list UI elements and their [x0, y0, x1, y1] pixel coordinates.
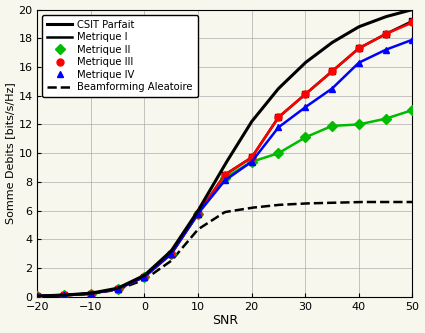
Metrique I	[36, 294, 41, 298]
Metrique I	[383, 32, 388, 36]
Metrique IV	[196, 211, 201, 215]
Y-axis label: Somme Debits [bits/s/Hz]: Somme Debits [bits/s/Hz]	[6, 82, 16, 224]
Metrique IV	[276, 125, 281, 129]
Metrique II	[115, 287, 120, 291]
Beamforming Aleatoire	[257, 205, 262, 209]
Metrique I	[169, 252, 174, 256]
Beamforming Aleatoire	[35, 294, 40, 298]
CSIT Parfait	[264, 101, 269, 105]
Metrique III	[35, 294, 40, 298]
Metrique II	[88, 292, 94, 296]
Metrique I	[410, 19, 415, 23]
Metrique I	[222, 173, 227, 177]
Metrique I	[276, 115, 281, 119]
Beamforming Aleatoire	[36, 294, 41, 298]
Metrique III	[249, 156, 254, 160]
Metrique IV	[410, 38, 415, 42]
Metrique I	[35, 294, 40, 298]
Beamforming Aleatoire	[351, 200, 356, 204]
Line: Metrique IV: Metrique IV	[34, 36, 416, 300]
Beamforming Aleatoire	[264, 204, 269, 208]
Metrique II	[303, 136, 308, 140]
Metrique IV	[383, 48, 388, 52]
Metrique II	[222, 175, 227, 179]
Metrique I	[62, 293, 67, 297]
CSIT Parfait	[258, 109, 263, 113]
Metrique I	[196, 211, 201, 215]
Metrique IV	[35, 294, 40, 298]
Metrique III	[196, 211, 201, 215]
Metrique III	[276, 115, 281, 119]
Metrique IV	[115, 287, 120, 291]
Metrique III	[329, 69, 334, 73]
CSIT Parfait	[257, 110, 262, 114]
Metrique III	[115, 287, 120, 291]
CSIT Parfait	[351, 28, 356, 32]
Metrique IV	[329, 87, 334, 91]
Metrique I	[329, 69, 334, 73]
Metrique III	[356, 46, 361, 50]
Metrique II	[383, 117, 388, 121]
CSIT Parfait	[35, 294, 40, 298]
Metrique III	[303, 92, 308, 96]
Metrique I	[351, 51, 356, 55]
Metrique I	[115, 287, 120, 291]
Metrique I	[257, 144, 262, 148]
Metrique I	[356, 46, 361, 50]
Metrique II	[356, 123, 361, 127]
Metrique IV	[356, 61, 361, 65]
Metrique I	[258, 142, 263, 146]
Line: Metrique I: Metrique I	[34, 18, 416, 300]
Line: Metrique II: Metrique II	[34, 107, 416, 300]
CSIT Parfait	[36, 294, 41, 298]
Metrique I	[303, 92, 308, 96]
Metrique I	[264, 133, 269, 137]
Metrique I	[88, 292, 94, 296]
Line: Beamforming Aleatoire: Beamforming Aleatoire	[37, 202, 412, 296]
Metrique II	[276, 151, 281, 155]
Metrique IV	[88, 292, 94, 296]
Metrique I	[375, 36, 380, 40]
Metrique II	[62, 293, 67, 297]
Line: CSIT Parfait: CSIT Parfait	[37, 10, 412, 296]
Metrique II	[410, 108, 415, 112]
Metrique IV	[62, 293, 67, 297]
Beamforming Aleatoire	[376, 200, 381, 204]
Metrique I	[142, 275, 147, 279]
Metrique III	[169, 252, 174, 256]
Metrique III	[142, 275, 147, 279]
Legend: CSIT Parfait, Metrique I, Metrique II, Metrique III, Metrique IV, Beamforming Al: CSIT Parfait, Metrique I, Metrique II, M…	[42, 15, 198, 97]
X-axis label: SNR: SNR	[212, 314, 238, 327]
Metrique III	[62, 293, 67, 297]
CSIT Parfait	[410, 8, 415, 12]
Metrique I	[35, 294, 40, 298]
Metrique IV	[303, 105, 308, 109]
Beamforming Aleatoire	[410, 200, 415, 204]
Metrique III	[383, 32, 388, 36]
Beamforming Aleatoire	[258, 205, 263, 209]
CSIT Parfait	[375, 18, 380, 22]
Metrique IV	[169, 252, 174, 256]
Metrique III	[88, 292, 94, 296]
Metrique III	[222, 173, 227, 177]
Metrique III	[410, 21, 415, 25]
Metrique IV	[249, 160, 254, 164]
Metrique II	[196, 211, 201, 215]
Metrique II	[35, 294, 40, 298]
Metrique IV	[142, 275, 147, 279]
Metrique II	[249, 160, 254, 164]
Metrique I	[410, 19, 415, 23]
Beamforming Aleatoire	[357, 200, 362, 204]
Line: Metrique III: Metrique III	[34, 19, 416, 300]
Metrique II	[142, 275, 147, 279]
Metrique II	[169, 252, 174, 256]
Line: Metrique I: Metrique I	[37, 21, 412, 296]
Metrique I	[249, 156, 254, 160]
Metrique II	[329, 124, 334, 128]
Metrique IV	[222, 178, 227, 182]
